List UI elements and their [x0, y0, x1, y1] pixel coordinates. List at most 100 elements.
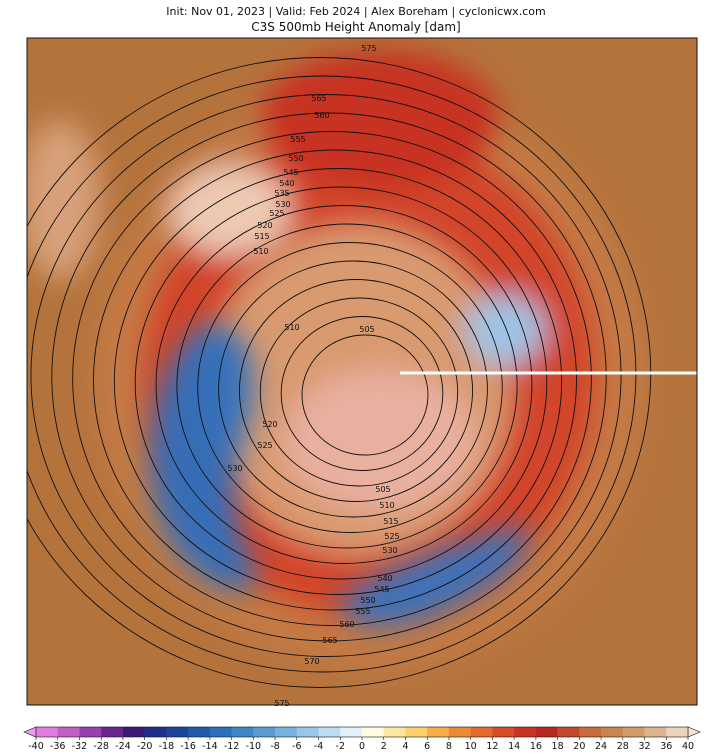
colorbar-tick-label: -36	[50, 741, 66, 750]
contour-label: 550	[288, 154, 303, 163]
colorbar-bin	[405, 727, 428, 737]
colorbar-tick-label: -2	[336, 741, 345, 750]
contour-line	[51, 112, 607, 642]
colorbar-bin	[535, 727, 558, 737]
colorbar-tick-label: -32	[72, 741, 88, 750]
colorbar-bin	[666, 727, 689, 737]
colorbar-tick-label: 6	[424, 741, 430, 750]
contour-line	[176, 223, 518, 549]
colorbar-bin	[122, 727, 145, 737]
colorbar-tick-label: 20	[573, 741, 585, 750]
title: C3S 500mb Height Anomaly [dam]	[251, 20, 460, 34]
contour-line	[30, 94, 622, 657]
colorbar-tick-label: 14	[508, 741, 520, 750]
colorbar-bin	[622, 727, 645, 737]
colorbar-bin	[601, 727, 624, 737]
contour-label: 550	[360, 596, 375, 605]
contour-label: 530	[382, 546, 397, 555]
colorbar-bin	[79, 727, 102, 737]
contour-label: 520	[262, 420, 277, 429]
contour-line	[72, 131, 592, 626]
contour-label: 515	[383, 517, 398, 526]
contour-label: 515	[254, 232, 269, 241]
contour-label: 525	[257, 441, 272, 450]
contour-label: 575	[274, 699, 289, 708]
contour-label: 555	[355, 607, 370, 616]
colorbar-bin	[383, 727, 406, 737]
colorbar-bin	[514, 727, 537, 737]
contour-label: 510	[379, 501, 394, 510]
contour-label: 565	[311, 94, 326, 103]
colorbar-tick-label: -8	[270, 741, 279, 750]
contour-line	[93, 149, 577, 611]
contour-line	[113, 168, 563, 595]
contour-line	[197, 242, 503, 533]
contour-label: 505	[359, 325, 374, 334]
colorbar-tick-label: -4	[314, 741, 323, 750]
contour-label: 520	[257, 221, 272, 230]
colorbar-bin	[144, 727, 167, 737]
colorbar-tick-label: 8	[446, 741, 452, 750]
contour-label: 555	[290, 135, 305, 144]
contour-label: 530	[227, 464, 242, 473]
contour-line	[238, 279, 474, 502]
colorbar-tick-label: -12	[224, 741, 240, 750]
contour-label: 510	[284, 323, 299, 332]
colorbar-bin	[579, 727, 602, 737]
contour-label: 525	[269, 209, 284, 218]
colorbar-bin	[448, 727, 471, 737]
contour-line	[301, 334, 429, 456]
contour-label: 505	[375, 485, 390, 494]
colorbar-bin	[188, 727, 211, 737]
colorbar-bin	[644, 727, 667, 737]
colorbar-bin	[209, 727, 232, 737]
contour-label: 530	[275, 200, 290, 209]
colorbar-tick-label: 2	[381, 741, 387, 750]
colorbar-tick-label: -10	[246, 741, 262, 750]
colorbar-tick-label: -6	[292, 741, 301, 750]
colorbar-bin	[253, 727, 276, 737]
colorbar-tick-label: -40	[28, 741, 44, 750]
colorbar-tick-label: 10	[465, 741, 477, 750]
contour-label: 545	[374, 585, 389, 594]
colorbar-bin	[231, 727, 254, 737]
colorbar-bin	[427, 727, 450, 737]
contour-label: 525	[384, 532, 399, 541]
colorbar-bin	[101, 727, 124, 737]
contour-label: 535	[274, 189, 289, 198]
contour-label: 540	[279, 179, 294, 188]
contour-label: 565	[322, 636, 337, 645]
colorbar-bin	[470, 727, 493, 737]
colorbar-extend-low	[23, 726, 37, 738]
subtitle: Init: Nov 01, 2023 | Valid: Feb 2024 | A…	[166, 5, 545, 18]
colorbar-tick-label: 12	[486, 741, 498, 750]
colorbar-bin	[36, 727, 59, 737]
colorbar-bin	[492, 727, 515, 737]
colorbar-bin	[296, 727, 319, 737]
contour-line	[155, 205, 533, 564]
contour-line	[218, 260, 488, 518]
colorbar-bin	[340, 727, 363, 737]
contour-label: 560	[339, 620, 354, 629]
contour-label: 510	[253, 247, 268, 256]
colorbar-tick-label: -16	[180, 741, 196, 750]
colorbar-bin	[557, 727, 580, 737]
colorbar-tick-label: 28	[617, 741, 629, 750]
contour-label: 575	[361, 44, 376, 53]
colorbar-bin	[57, 727, 80, 737]
contour-line	[259, 297, 459, 487]
colorbar-bin	[318, 727, 341, 737]
colorbar-bin	[166, 727, 189, 737]
contour-line	[134, 186, 548, 580]
colorbar-tick-label: 24	[595, 741, 607, 750]
colorbar-bin	[275, 727, 298, 737]
colorbar-tick-label: -14	[202, 741, 218, 750]
contour-label: 560	[314, 111, 329, 120]
colorbar-tick-label: 40	[682, 741, 694, 750]
contour-line	[280, 316, 444, 471]
colorbar-tick-label: 36	[660, 741, 672, 750]
colorbar-tick-label: -24	[115, 741, 131, 750]
colorbar-tick-label: -20	[137, 741, 153, 750]
colorbar-tick-label: 4	[402, 741, 408, 750]
